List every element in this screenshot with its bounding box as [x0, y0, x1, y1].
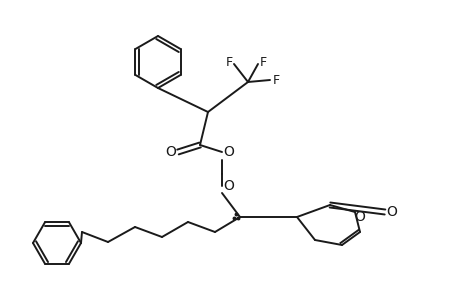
- Text: F: F: [272, 74, 279, 86]
- Text: O: O: [223, 179, 234, 193]
- Text: O: O: [354, 210, 364, 224]
- Text: O: O: [223, 145, 234, 159]
- Text: O: O: [165, 145, 176, 159]
- Text: F: F: [225, 56, 232, 68]
- Text: O: O: [386, 205, 397, 219]
- Text: F: F: [259, 56, 266, 68]
